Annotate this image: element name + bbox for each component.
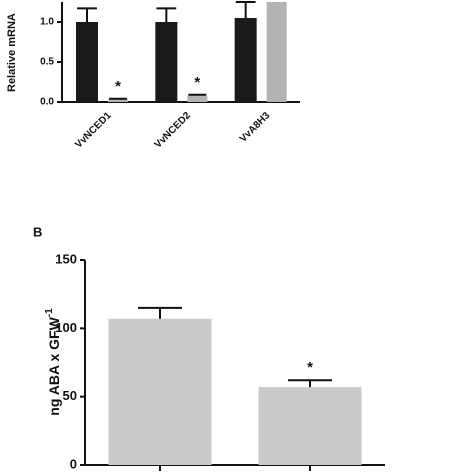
x-tick-label: VvNCED1	[73, 110, 114, 151]
y-axis-label: Relative mRNA	[6, 13, 18, 92]
y-axis-label-main: ng ABA x GFW	[46, 316, 62, 415]
y-tick-label: 0.0	[40, 97, 54, 108]
annotation: *	[307, 359, 313, 376]
bar	[108, 318, 212, 465]
y-tick-label: 0	[70, 456, 77, 471]
annotation: *	[194, 74, 200, 91]
y-tick-label: 150	[55, 251, 77, 266]
y-axis-label-superscript: -1	[44, 308, 55, 317]
bar	[76, 22, 98, 102]
bar	[266, 2, 287, 102]
bar	[155, 22, 178, 102]
y-tick-label: 1.0	[40, 17, 54, 28]
annotation: *	[115, 78, 121, 95]
y-tick-label: 100	[55, 320, 77, 335]
y-axis-label: ng ABA x GFW-1	[44, 308, 62, 416]
panel-label: B	[33, 224, 42, 239]
bar	[258, 387, 362, 465]
y-tick-label: 50	[63, 388, 77, 403]
bar	[108, 99, 128, 102]
x-tick-label: VvA8H3	[238, 110, 273, 145]
x-tick-label: VvNCED2	[153, 110, 194, 151]
bar	[187, 95, 208, 102]
y-tick-label: 0.5	[40, 57, 54, 68]
bar	[234, 18, 257, 102]
